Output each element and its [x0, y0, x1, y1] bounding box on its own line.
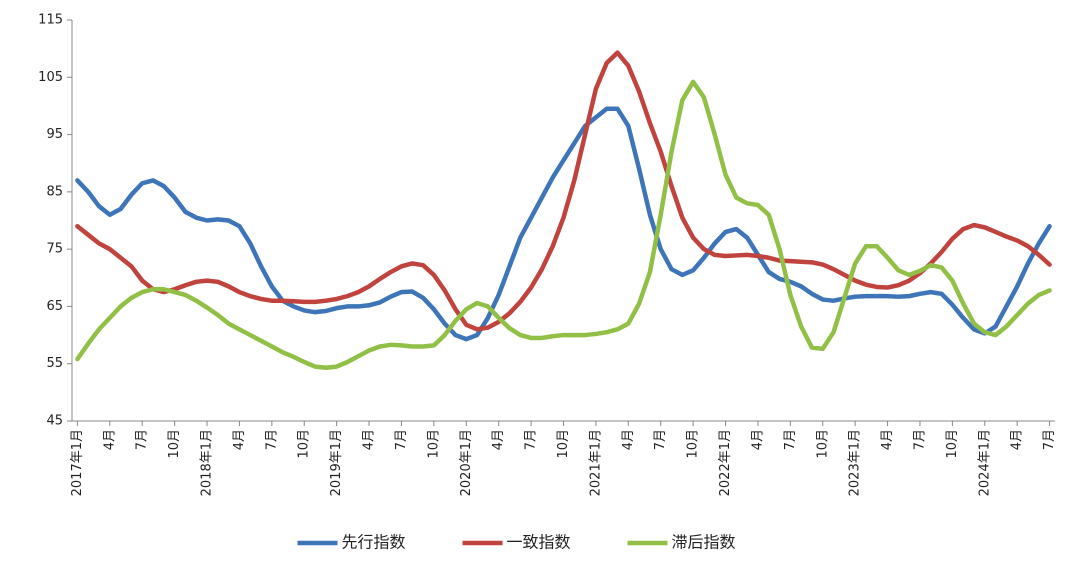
x-tick-label: 7月 — [135, 429, 150, 450]
x-tick-label: 2023年1月 — [848, 429, 863, 496]
legend-label: 滞后指数 — [672, 533, 736, 552]
x-tick-label: 10月 — [686, 429, 701, 459]
x-tick-label: 10月 — [426, 429, 441, 459]
series-line — [75, 106, 1052, 342]
x-tick-label: 4月 — [232, 429, 247, 450]
x-tick-label: 2022年1月 — [718, 429, 733, 496]
y-tick-label: 45 — [46, 414, 63, 429]
y-tick-label: 105 — [38, 70, 63, 85]
y-tick-label: 85 — [46, 184, 63, 199]
series-line — [75, 79, 1052, 370]
x-tick-label: 4月 — [1010, 429, 1025, 450]
y-tick-label: 55 — [46, 356, 63, 371]
x-tick-label: 4月 — [362, 429, 377, 450]
x-tick-label: 10月 — [945, 429, 960, 459]
x-tick-label: 4月 — [880, 429, 895, 450]
x-tick-label: 4月 — [621, 429, 636, 450]
y-tick-label: 75 — [46, 242, 63, 257]
x-tick-label: 2020年1月 — [459, 429, 474, 496]
x-tick-label: 2018年1月 — [200, 429, 215, 496]
x-tick-label: 7月 — [264, 429, 279, 450]
x-tick-label: 2021年1月 — [588, 429, 603, 496]
x-tick-label: 7月 — [653, 429, 668, 450]
x-tick-label: 2019年1月 — [329, 429, 344, 496]
x-tick-label: 7月 — [912, 429, 927, 450]
x-tick-label: 10月 — [297, 429, 312, 459]
x-tick-label: 7月 — [1042, 429, 1057, 450]
x-tick-label: 7月 — [524, 429, 539, 450]
x-tick-label: 10月 — [815, 429, 830, 459]
y-tick-label: 65 — [46, 299, 63, 314]
x-tick-label: 2017年1月 — [70, 429, 85, 496]
legend-label: 先行指数 — [342, 533, 406, 552]
y-tick-label: 115 — [38, 13, 63, 28]
x-tick-label: 4月 — [750, 429, 765, 450]
x-tick-label: 2024年1月 — [977, 429, 992, 496]
y-tick-label: 95 — [46, 127, 63, 142]
x-tick-label: 7月 — [394, 429, 409, 450]
x-tick-label: 10月 — [556, 429, 571, 459]
x-tick-label: 4月 — [491, 429, 506, 450]
series-line — [75, 50, 1052, 332]
x-tick-label: 4月 — [102, 429, 117, 450]
x-tick-label: 10月 — [167, 429, 182, 459]
x-tick-label: 7月 — [783, 429, 798, 450]
legend-label: 一致指数 — [507, 533, 571, 552]
